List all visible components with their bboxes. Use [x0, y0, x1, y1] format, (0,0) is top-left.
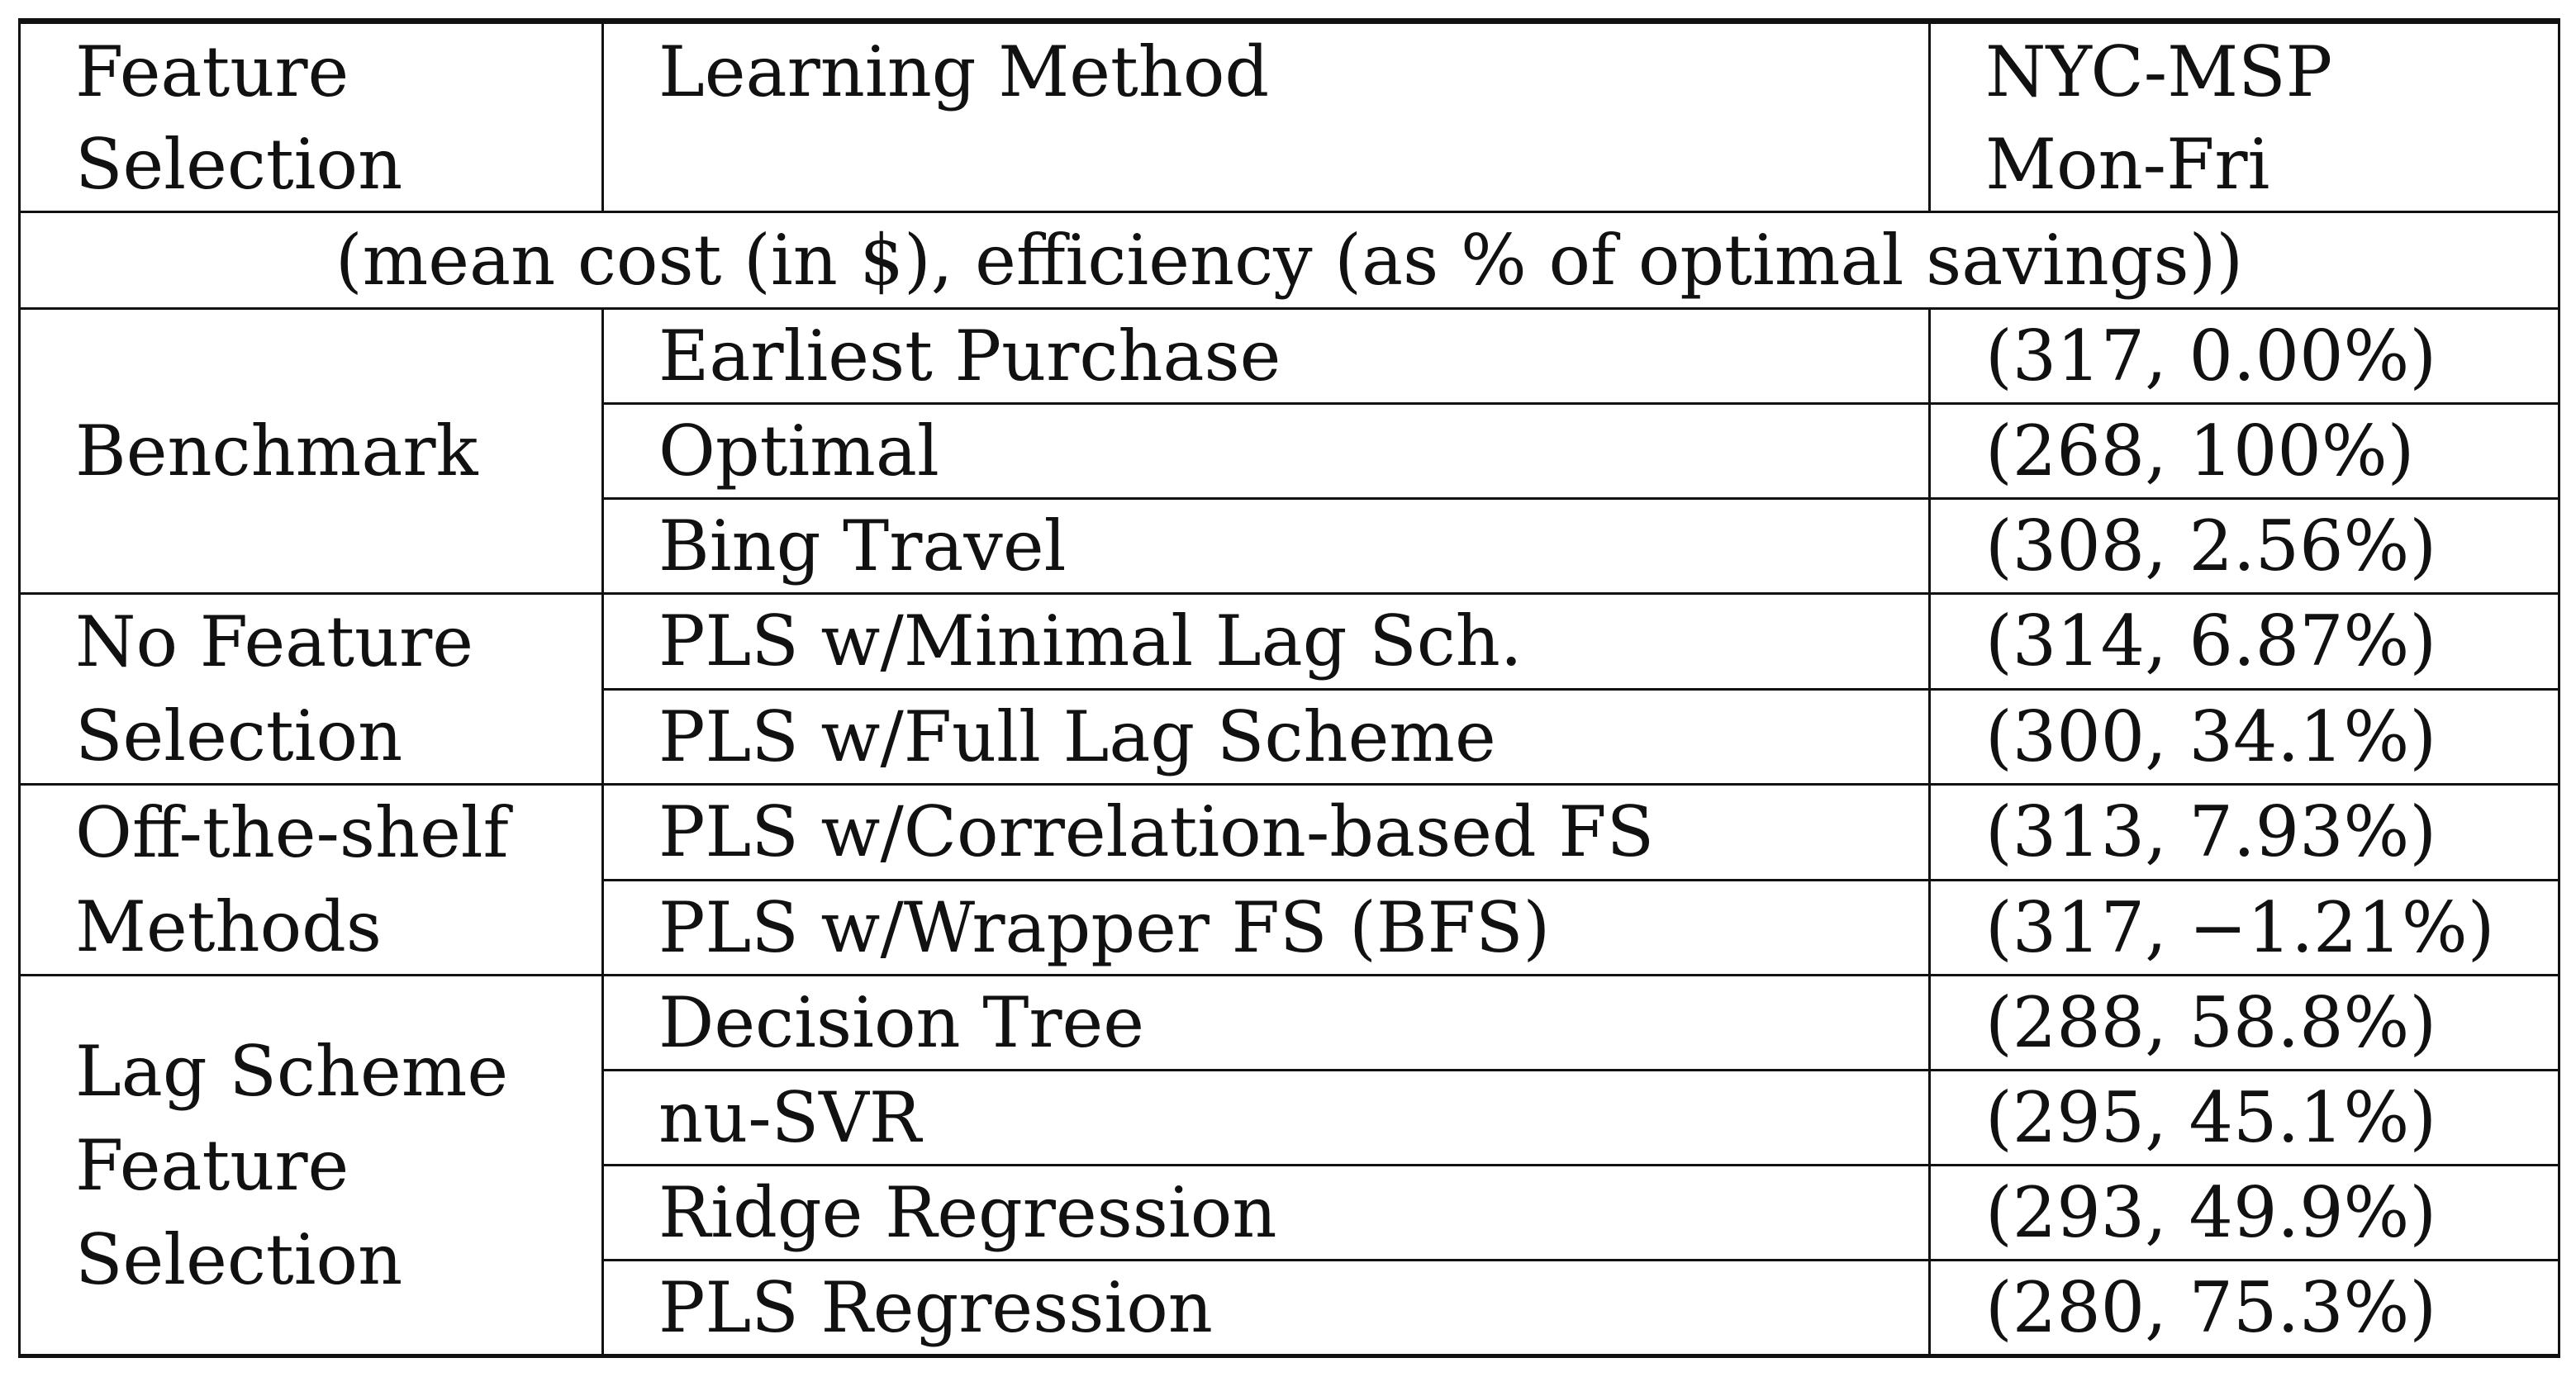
method-cell: Decision Tree	[601, 974, 1931, 1071]
table-row: nu-SVR (295, 45.1%)	[20, 1069, 2560, 1166]
group-label: Benchmark	[18, 307, 604, 595]
table-row: Optimal (268, 100%)	[20, 402, 2560, 500]
group-label: No Feature Selection	[18, 592, 604, 786]
table-body: Benchmark Earliest Purchase (317, 0.00%)…	[18, 307, 2560, 1357]
value-cell: (280, 75.3%)	[1928, 1259, 2560, 1357]
method-cell: PLS w/Full Lag Scheme	[601, 687, 1931, 786]
method-cell: Bing Travel	[601, 497, 1931, 595]
caption-row: (mean cost (in $), efficiency (as % of o…	[18, 211, 2560, 310]
method-cell: nu-SVR	[601, 1069, 1931, 1166]
group-label: Off-the-shelf Methods	[18, 783, 604, 976]
value-cell: (317, −1.21%)	[1928, 878, 2560, 976]
value-cell: (288, 58.8%)	[1928, 974, 2560, 1071]
value-cell: (295, 45.1%)	[1928, 1069, 2560, 1166]
header-learning-method: Learning Method	[601, 20, 1931, 213]
method-cell: Earliest Purchase	[601, 307, 1931, 405]
header-route: NYC-MSP Mon-Fri	[1928, 20, 2560, 213]
results-table-wrapper: Feature Selection Learning Method NYC-MS…	[18, 18, 2560, 1358]
method-cell: PLS w/Wrapper FS (BFS)	[601, 878, 1931, 976]
value-cell: (314, 6.87%)	[1928, 592, 2560, 691]
header-feature-selection: Feature Selection	[18, 20, 604, 213]
value-cell: (317, 0.00%)	[1928, 307, 2560, 405]
header-row: Feature Selection Learning Method NYC-MS…	[18, 20, 2560, 213]
value-cell: (313, 7.93%)	[1928, 783, 2560, 881]
method-cell: PLS w/Correlation-based FS	[601, 783, 1931, 881]
table-row: Off-the-shelf Methods PLS w/Correlation-…	[18, 783, 2560, 976]
table-row: No Feature Selection PLS w/Minimal Lag S…	[18, 592, 2560, 786]
method-cell: PLS Regression	[601, 1259, 1931, 1357]
table-row: PLS Regression (280, 75.3%)	[20, 1259, 2560, 1357]
table-row: Bing Travel (308, 2.56%)	[20, 497, 2560, 595]
value-cell: (308, 2.56%)	[1928, 497, 2560, 595]
value-cell: (268, 100%)	[1928, 402, 2560, 500]
table-row: Benchmark Earliest Purchase (317, 0.00%)	[18, 307, 2560, 595]
table-row: Lag Scheme Feature Selection Decision Tr…	[18, 974, 2560, 1357]
method-cell: Ridge Regression	[601, 1164, 1931, 1261]
table-row: Ridge Regression (293, 49.9%)	[20, 1164, 2560, 1261]
table-row: PLS w/Full Lag Scheme (300, 34.1%)	[20, 687, 2560, 786]
caption-cell: (mean cost (in $), efficiency (as % of o…	[18, 211, 2560, 310]
group-label: Lag Scheme Feature Selection	[18, 974, 604, 1357]
method-cell: PLS w/Minimal Lag Sch.	[601, 592, 1931, 691]
method-cell: Optimal	[601, 402, 1931, 500]
value-cell: (293, 49.9%)	[1928, 1164, 2560, 1261]
table-row: PLS w/Wrapper FS (BFS) (317, −1.21%)	[20, 878, 2560, 976]
results-table: Feature Selection Learning Method NYC-MS…	[18, 18, 2560, 1358]
value-cell: (300, 34.1%)	[1928, 687, 2560, 786]
